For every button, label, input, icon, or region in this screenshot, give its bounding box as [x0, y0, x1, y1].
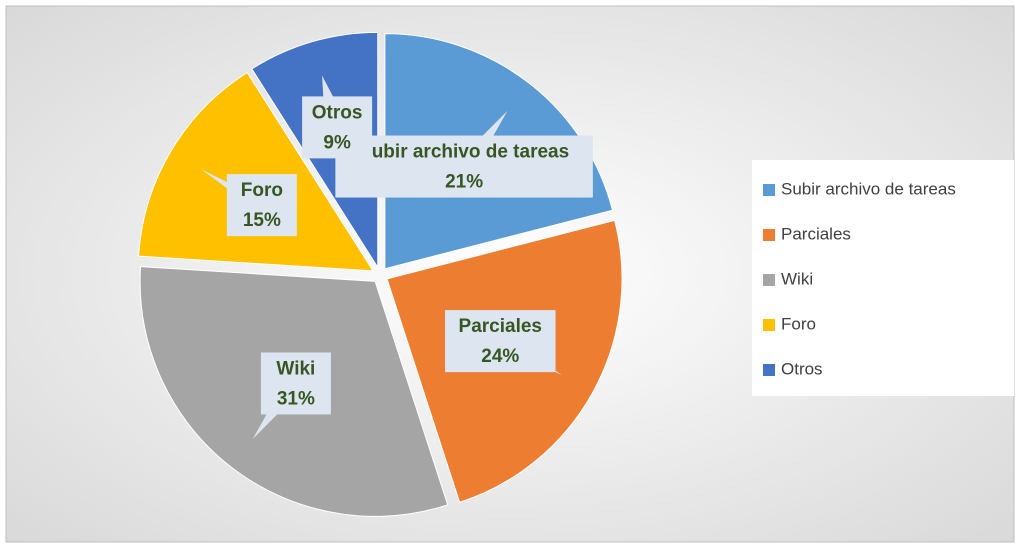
data-label-value: 24%	[481, 346, 519, 367]
legend-swatch	[763, 229, 775, 241]
data-label-category: Wiki	[276, 358, 315, 379]
data-label-category: Subir archivo de tareas	[359, 142, 569, 163]
data-label-category: Foro	[241, 180, 283, 201]
data-labels: Subir archivo de tareas 21% Parciales 24% Wi…	[201, 75, 593, 440]
legend-label: Foro	[781, 314, 816, 333]
label-box	[335, 135, 593, 198]
legend-label: Otros	[781, 359, 823, 378]
legend: Subir archivo de tareas Parciales Wiki Foro…	[763, 179, 956, 378]
legend-label: Wiki	[781, 269, 813, 288]
data-label-category: Parciales	[459, 316, 542, 337]
data-label-value: 21%	[445, 172, 483, 193]
data-label-value: 15%	[243, 210, 281, 231]
data-label-value: 31%	[277, 388, 315, 409]
legend-label: Subir archivo de tareas	[781, 179, 956, 198]
pie-slice	[138, 71, 375, 272]
label-box	[445, 310, 556, 373]
label-box	[302, 96, 373, 159]
legend-swatch	[763, 319, 775, 331]
data-label-value: 9%	[323, 132, 351, 153]
legend-label: Parciales	[781, 224, 851, 243]
legend-swatch	[763, 274, 775, 286]
legend-box	[752, 160, 1014, 396]
legend-swatch	[763, 184, 775, 196]
label-box	[226, 174, 297, 237]
legend-swatch	[763, 364, 775, 376]
label-box	[260, 352, 331, 415]
data-label-category: Otros	[312, 102, 363, 123]
